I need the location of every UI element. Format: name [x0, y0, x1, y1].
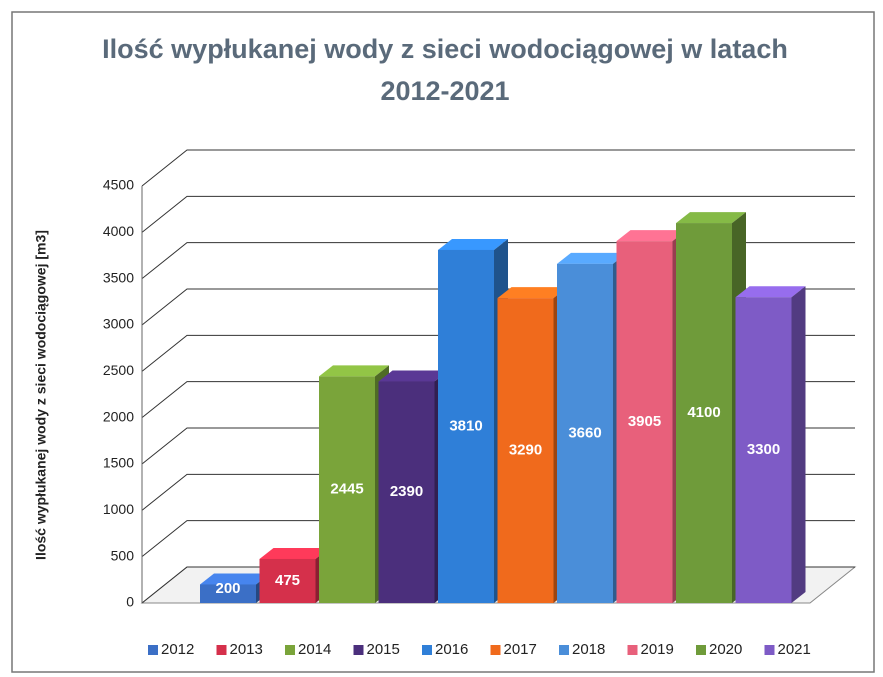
- legend-swatch: [696, 645, 706, 655]
- y-tick-label: 3500: [103, 269, 134, 285]
- bar-top: [676, 212, 746, 224]
- legend-label: 2015: [367, 641, 400, 658]
- y-tick-label: 2000: [103, 408, 134, 424]
- y-tick-label: 3000: [103, 316, 134, 332]
- y-tick-label: 500: [111, 547, 135, 563]
- legend-swatch: [285, 645, 295, 655]
- legend-label: 2018: [572, 641, 605, 658]
- data-label: 2390: [390, 483, 423, 500]
- chart-frame: [11, 11, 875, 673]
- data-label: 3905: [628, 413, 661, 430]
- legend-swatch: [216, 645, 227, 655]
- legend-label: 2020: [709, 641, 742, 658]
- bar-top: [557, 252, 627, 264]
- y-tick-label: 1000: [103, 501, 134, 517]
- bar: [557, 263, 613, 603]
- legend-label: 2021: [778, 641, 811, 658]
- bar: [259, 558, 316, 603]
- bar-top: [616, 230, 687, 242]
- bar: [378, 381, 435, 603]
- data-label: 2445: [330, 481, 363, 498]
- bar-top: [200, 573, 270, 585]
- legend-swatch: [148, 645, 158, 655]
- bar-top: [378, 370, 449, 382]
- bar-top: [438, 238, 508, 250]
- data-label: 3290: [509, 442, 542, 459]
- legend-swatch: [422, 645, 432, 655]
- legend-swatch: [559, 645, 569, 655]
- legend-label: 2016: [435, 641, 468, 658]
- legend-swatch: [490, 645, 501, 655]
- data-label: 3300: [747, 441, 780, 458]
- bar-top: [319, 365, 389, 377]
- bar: [735, 297, 792, 603]
- legend-swatch: [627, 645, 638, 655]
- bar-top: [259, 547, 330, 559]
- bar: [676, 223, 732, 604]
- y-axis-title: Ilość wypłukanej wody z sieci wodociągow…: [33, 230, 49, 560]
- y-tick-label: 2500: [103, 362, 134, 378]
- bar-top: [497, 287, 568, 299]
- data-label: 3810: [449, 417, 482, 434]
- data-label: 4100: [687, 404, 720, 421]
- data-label: 475: [275, 572, 300, 589]
- legend-label: 2019: [641, 641, 674, 658]
- legend-label: 2013: [230, 641, 263, 658]
- data-label: 3660: [568, 424, 601, 441]
- bar: [616, 241, 673, 604]
- data-label: 200: [215, 580, 240, 597]
- legend-swatch: [353, 645, 364, 655]
- grid-line: [141, 149, 855, 187]
- legend-label: 2014: [298, 641, 331, 658]
- y-tick-label: 0: [126, 594, 134, 610]
- y-tick-label: 4500: [103, 177, 134, 193]
- bar: [200, 584, 256, 603]
- y-tick-label: 1500: [103, 455, 134, 471]
- legend-swatch: [764, 645, 775, 655]
- bar-side: [791, 286, 806, 603]
- chart-title: Ilość wypłukanej wody z sieci wodociągow…: [102, 34, 788, 106]
- legend-label: 2017: [504, 641, 537, 658]
- bar: [319, 376, 375, 603]
- bar: [438, 249, 494, 603]
- y-tick-label: 4000: [103, 223, 134, 239]
- bar: [497, 298, 554, 603]
- bar-top: [735, 286, 806, 298]
- legend-label: 2012: [161, 641, 194, 658]
- grid-line: [141, 195, 855, 233]
